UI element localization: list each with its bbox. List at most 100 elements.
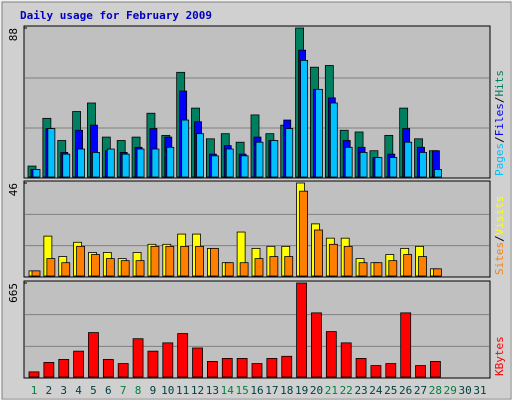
- x-tick-label: 28: [429, 384, 442, 397]
- bar: [105, 258, 115, 277]
- x-tick-label: 29: [444, 384, 457, 397]
- bar: [300, 59, 309, 178]
- bar: [255, 141, 264, 178]
- x-tick-label: 15: [236, 384, 249, 397]
- bar: [296, 282, 308, 378]
- bar: [88, 332, 99, 378]
- x-tick-label: 3: [60, 384, 67, 397]
- bar: [254, 258, 264, 277]
- bar: [180, 245, 190, 277]
- bar: [269, 256, 279, 277]
- bar: [343, 245, 353, 277]
- bar: [251, 363, 263, 378]
- x-tick-label: 25: [384, 384, 397, 397]
- bar: [120, 260, 130, 277]
- bar: [162, 342, 174, 378]
- x-tick-label: 5: [90, 384, 97, 397]
- x-tick-label: 19: [295, 384, 308, 397]
- bar: [32, 169, 41, 178]
- x-tick-label: 22: [340, 384, 353, 397]
- bar: [28, 371, 40, 378]
- bar: [285, 128, 294, 178]
- bar: [73, 350, 84, 378]
- legend-entry: Sites: [493, 242, 506, 275]
- bar: [325, 331, 337, 378]
- x-tick-label: 21: [325, 384, 338, 397]
- bar: [415, 365, 426, 378]
- x-tick-label: 18: [280, 384, 293, 397]
- x-tick-label: 11: [176, 384, 189, 397]
- legend-separator: /: [493, 235, 506, 242]
- bar: [266, 358, 278, 378]
- x-tick-label: 12: [191, 384, 204, 397]
- bar: [432, 268, 442, 277]
- bar: [225, 148, 234, 178]
- x-tick-label: 7: [120, 384, 127, 397]
- bar: [117, 363, 129, 378]
- bar: [151, 148, 160, 178]
- x-tick-label: 16: [250, 384, 263, 397]
- legend-entry: Visits: [493, 196, 506, 236]
- x-tick-label: 30: [459, 384, 472, 397]
- bar: [311, 312, 322, 378]
- bar: [147, 350, 159, 378]
- x-tick-label: 23: [354, 384, 367, 397]
- bar: [195, 245, 204, 277]
- bar: [418, 256, 427, 277]
- bar: [433, 169, 442, 178]
- bar: [224, 262, 234, 277]
- legend-entry: KBytes: [493, 336, 506, 376]
- bar: [177, 333, 189, 378]
- bar: [136, 148, 145, 178]
- bar: [135, 260, 145, 277]
- bar: [385, 363, 397, 378]
- bar: [400, 312, 412, 378]
- bar: [240, 155, 249, 178]
- bar: [404, 141, 413, 178]
- bar: [358, 262, 368, 277]
- y-tick-label: 46: [7, 183, 20, 196]
- bar: [328, 243, 338, 277]
- bar: [429, 361, 441, 378]
- bar: [403, 254, 413, 277]
- bar: [181, 119, 190, 178]
- bar: [91, 254, 100, 277]
- bar: [389, 157, 398, 178]
- legend-entry: Files: [493, 103, 506, 136]
- legend-entry: Hits: [493, 70, 506, 97]
- bar: [314, 229, 323, 277]
- bar: [31, 270, 41, 277]
- x-tick-label: 13: [206, 384, 219, 397]
- bar: [373, 262, 383, 277]
- legend-separator: /: [493, 97, 506, 104]
- bar: [270, 140, 279, 178]
- x-tick-label: 20: [310, 384, 323, 397]
- plot-area: [23, 280, 491, 379]
- bar: [281, 355, 293, 378]
- bar: [92, 152, 100, 178]
- legend-entry: Pages: [493, 143, 506, 176]
- bar: [150, 245, 160, 277]
- y-tick-label: 665: [7, 283, 20, 303]
- bar: [61, 262, 71, 277]
- bar: [192, 347, 203, 378]
- bar: [374, 157, 383, 178]
- bar: [102, 359, 114, 378]
- bar: [239, 262, 249, 277]
- bar: [355, 358, 367, 378]
- bar: [77, 148, 85, 178]
- x-tick-label: 4: [75, 384, 82, 397]
- bar: [284, 256, 294, 277]
- x-tick-label: 17: [265, 384, 278, 397]
- x-tick-label: 9: [150, 384, 157, 397]
- bar: [62, 153, 71, 178]
- bar: [299, 190, 309, 277]
- bar: [206, 361, 218, 378]
- bar: [165, 245, 175, 277]
- chart-title: Daily usage for February 2009: [20, 9, 212, 22]
- x-tick-label: 2: [46, 384, 53, 397]
- bar: [196, 133, 204, 178]
- x-tick-label: 24: [369, 384, 383, 397]
- legend: Sites/Visits: [493, 196, 506, 276]
